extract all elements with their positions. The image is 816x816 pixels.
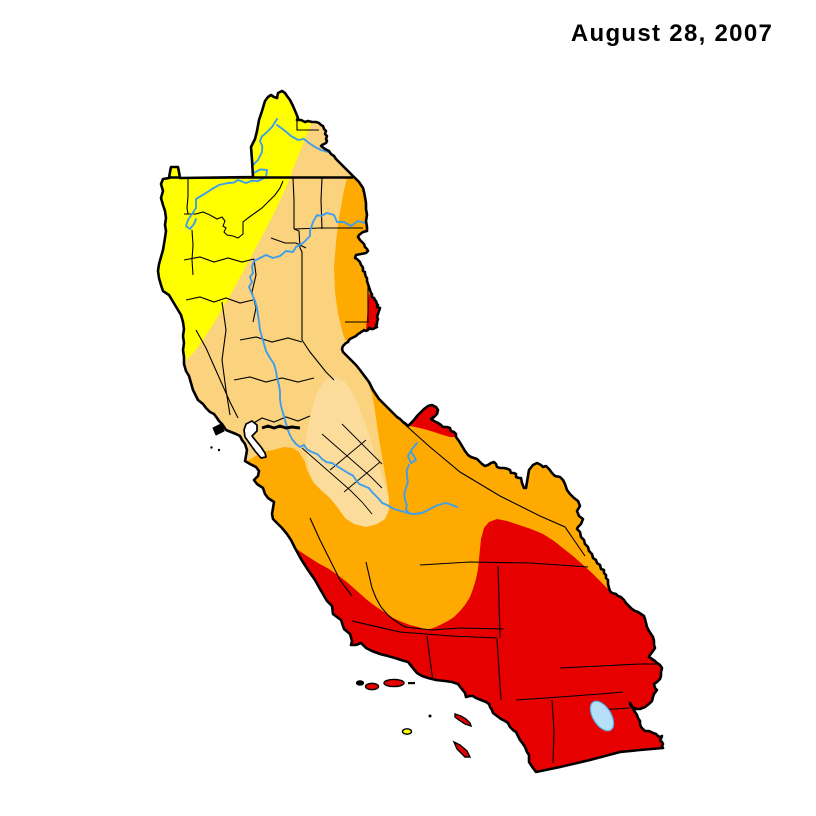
- svg-text:August 28, 2007: August 28, 2007: [571, 20, 773, 47]
